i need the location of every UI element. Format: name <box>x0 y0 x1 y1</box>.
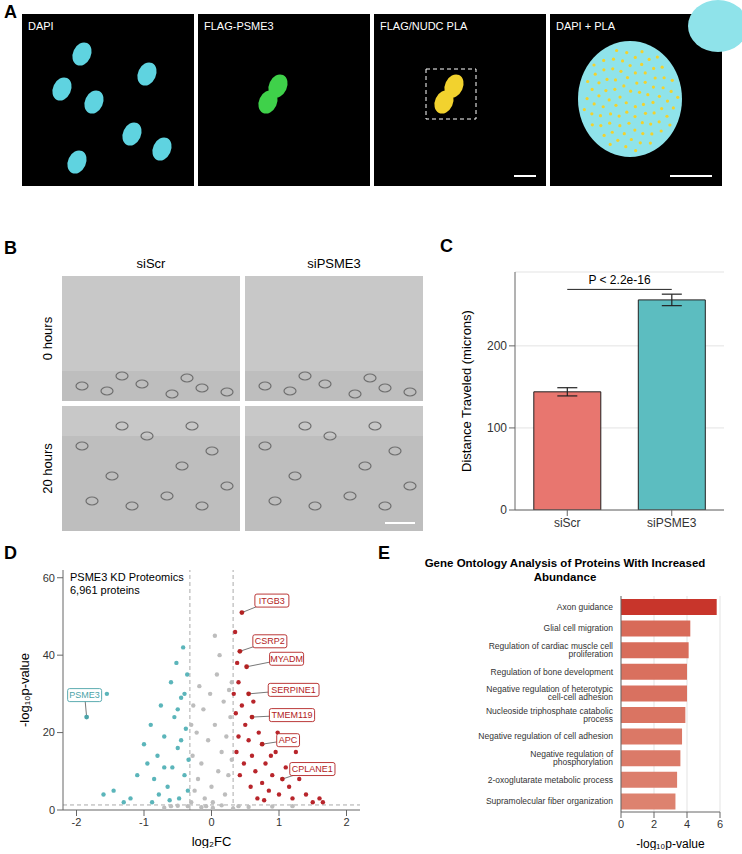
svg-text:20 hours: 20 hours <box>40 443 55 494</box>
svg-text:60: 60 <box>43 572 55 584</box>
html-text:6,961 proteins: 6,961 proteins <box>70 584 140 596</box>
svg-text:DAPI + PLA: DAPI + PLA <box>556 20 616 32</box>
svg-text:TMEM119: TMEM119 <box>272 710 313 720</box>
svg-text:Regulation of cardiac muscle c: Regulation of cardiac muscle cellprolife… <box>489 641 614 660</box>
svg-text:0 hours: 0 hours <box>40 316 55 360</box>
svg-text:CPLANE1: CPLANE1 <box>292 764 333 774</box>
html-text:Gene Ontology Analysis of Prot: Gene Ontology Analysis of Proteins With … <box>424 557 706 583</box>
svg-text:2-oxoglutarate metabolic proce: 2-oxoglutarate metabolic process <box>488 775 613 785</box>
svg-text:Regulation of bone development: Regulation of bone development <box>491 667 614 677</box>
svg-text:2: 2 <box>651 818 657 830</box>
svg-text:2: 2 <box>343 816 349 828</box>
svg-text:APC: APC <box>279 735 298 745</box>
svg-text:Axon guidance: Axon guidance <box>557 602 614 612</box>
svg-text:20: 20 <box>43 726 55 738</box>
svg-text:Negative regulation ofphosphor: Negative regulation ofphosphorylation <box>530 749 613 768</box>
svg-text:-log₁₀p-value: -log₁₀p-value <box>636 837 705 850</box>
svg-text:FLAG/NUDC PLA: FLAG/NUDC PLA <box>380 20 468 32</box>
svg-text:Negative regulation of heterot: Negative regulation of heterotypiccell-c… <box>486 684 613 703</box>
svg-text:SERPINE1: SERPINE1 <box>271 685 316 695</box>
svg-text:-1: -1 <box>139 816 149 828</box>
svg-text:-log₁₀p-value: -log₁₀p-value <box>17 653 32 727</box>
svg-text:200: 200 <box>487 339 507 353</box>
svg-text:0: 0 <box>208 816 214 828</box>
svg-text:0: 0 <box>49 804 55 816</box>
svg-text:siPSME3: siPSME3 <box>307 256 360 271</box>
svg-text:40: 40 <box>43 649 55 661</box>
html-text:E: E <box>378 543 390 563</box>
svg-text:Glial cell migration: Glial cell migration <box>544 623 614 633</box>
svg-text:-2: -2 <box>72 816 82 828</box>
svg-text:siPSME3: siPSME3 <box>647 516 697 530</box>
svg-text:log₂FC: log₂FC <box>192 834 232 848</box>
svg-text:siScr: siScr <box>137 256 167 271</box>
html-text:D: D <box>4 543 17 563</box>
svg-text:P < 2.2e-16: P < 2.2e-16 <box>588 273 650 287</box>
svg-text:PSME3: PSME3 <box>69 690 100 700</box>
svg-text:B: B <box>4 238 17 258</box>
svg-text:Distance Traveled (microns): Distance Traveled (microns) <box>459 310 474 472</box>
svg-text:0: 0 <box>618 818 624 830</box>
svg-text:MYADM: MYADM <box>270 654 303 664</box>
svg-text:Nucleoside triphosphate catabo: Nucleoside triphosphate catabolicprocess <box>486 706 614 725</box>
svg-text:siScr: siScr <box>554 516 581 530</box>
svg-text:DAPI: DAPI <box>28 20 54 32</box>
svg-text:0: 0 <box>500 503 507 517</box>
svg-text:FLAG-PSME3: FLAG-PSME3 <box>204 20 274 32</box>
svg-text:6: 6 <box>717 818 723 830</box>
html-text:C: C <box>440 236 453 256</box>
svg-text:1: 1 <box>276 816 282 828</box>
svg-text:100: 100 <box>487 421 507 435</box>
svg-text:Supramolecular fiber organizat: Supramolecular fiber organization <box>486 796 613 806</box>
svg-text:ITGB3: ITGB3 <box>259 596 285 606</box>
svg-text:4: 4 <box>684 818 690 830</box>
html-text:PSME3 KD Proteomics: PSME3 KD Proteomics <box>70 571 184 583</box>
svg-text:CSRP2: CSRP2 <box>255 636 285 646</box>
svg-text:Negative regulation of cell ad: Negative regulation of cell adhesion <box>478 731 613 741</box>
svg-text:A: A <box>4 2 17 22</box>
